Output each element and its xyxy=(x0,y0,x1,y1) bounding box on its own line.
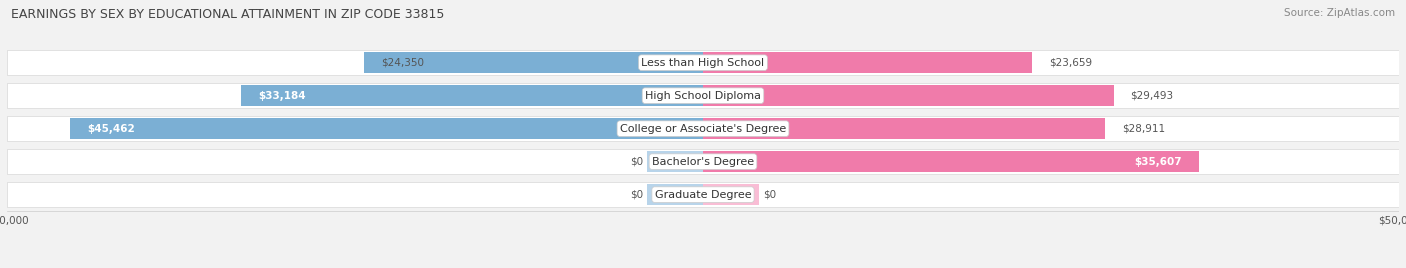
Text: Source: ZipAtlas.com: Source: ZipAtlas.com xyxy=(1284,8,1395,18)
Bar xyxy=(647,184,703,205)
Bar xyxy=(7,149,1399,174)
Text: $23,659: $23,659 xyxy=(1049,58,1092,68)
Text: $33,184: $33,184 xyxy=(257,91,305,101)
Text: $28,911: $28,911 xyxy=(1122,124,1166,134)
Text: $24,350: $24,350 xyxy=(381,58,423,68)
Text: $0: $0 xyxy=(630,189,643,200)
Bar xyxy=(364,53,703,73)
Text: College or Associate's Degree: College or Associate's Degree xyxy=(620,124,786,134)
Bar xyxy=(240,85,703,106)
Text: $29,493: $29,493 xyxy=(1130,91,1174,101)
Text: $45,462: $45,462 xyxy=(87,124,135,134)
Bar xyxy=(703,53,1032,73)
Bar xyxy=(7,83,1399,109)
Text: Graduate Degree: Graduate Degree xyxy=(655,189,751,200)
Text: $35,607: $35,607 xyxy=(1135,157,1182,167)
Bar xyxy=(703,85,1114,106)
Text: EARNINGS BY SEX BY EDUCATIONAL ATTAINMENT IN ZIP CODE 33815: EARNINGS BY SEX BY EDUCATIONAL ATTAINMEN… xyxy=(11,8,444,21)
Bar xyxy=(703,118,1105,139)
Bar xyxy=(703,184,759,205)
Bar xyxy=(7,50,1399,76)
Text: Bachelor's Degree: Bachelor's Degree xyxy=(652,157,754,167)
Bar xyxy=(703,151,1199,172)
Bar xyxy=(7,182,1399,207)
Text: High School Diploma: High School Diploma xyxy=(645,91,761,101)
Bar xyxy=(70,118,703,139)
Text: $0: $0 xyxy=(630,157,643,167)
Bar xyxy=(647,151,703,172)
Bar xyxy=(7,116,1399,142)
Text: $0: $0 xyxy=(763,189,776,200)
Text: Less than High School: Less than High School xyxy=(641,58,765,68)
